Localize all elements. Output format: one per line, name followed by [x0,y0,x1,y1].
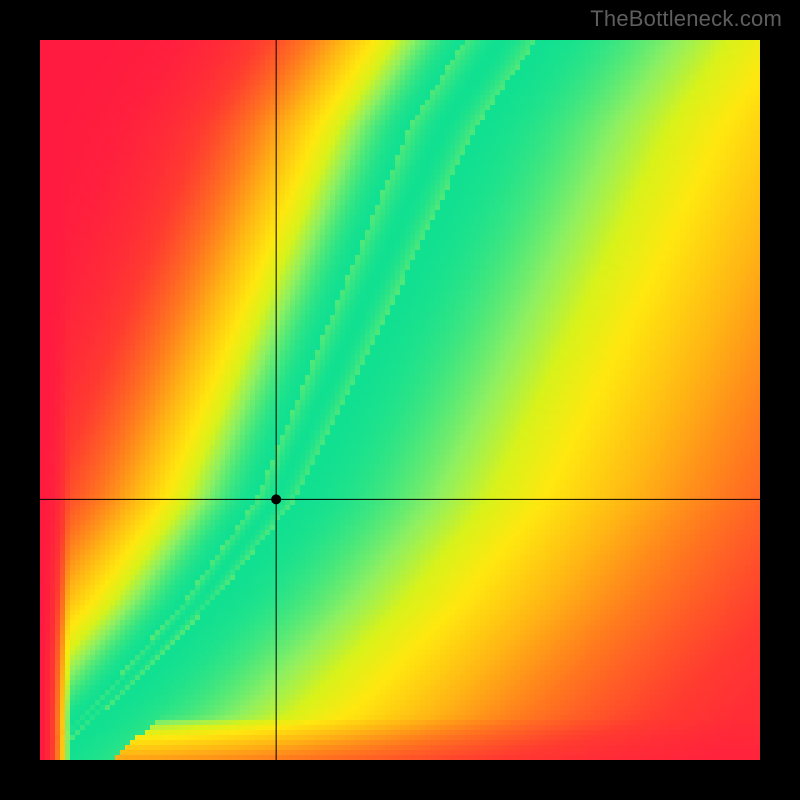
figure-container: TheBottleneck.com [0,0,800,800]
watermark-label: TheBottleneck.com [590,6,782,32]
heatmap-canvas [40,40,760,760]
